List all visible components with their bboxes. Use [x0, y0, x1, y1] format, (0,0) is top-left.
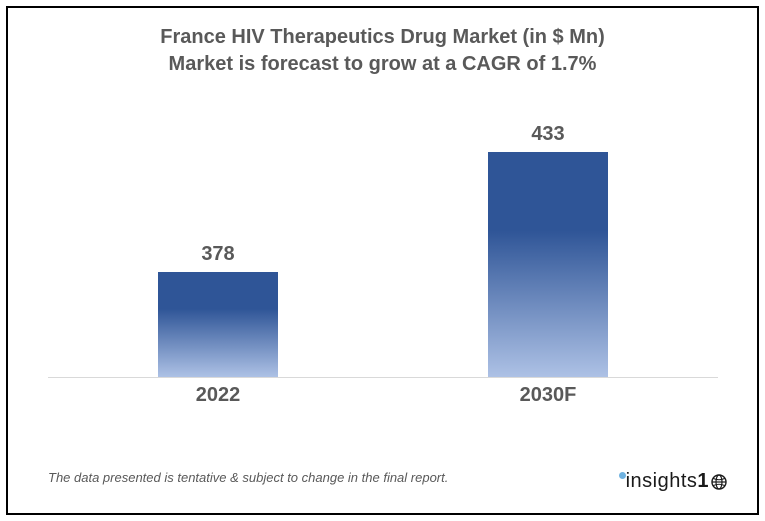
x-label-2022: 2022 [158, 384, 278, 407]
logo-dot-icon [619, 472, 626, 479]
x-label-2030f: 2030F [488, 384, 608, 407]
brand-logo: insights1 [618, 470, 727, 493]
logo-text-insights: insights [626, 470, 698, 492]
title-line-2: Market is forecast to grow at a CAGR of … [8, 51, 757, 78]
plot-region: 378 433 [48, 108, 718, 378]
logo-text-1: 1 [697, 470, 709, 492]
x-axis-labels: 2022 2030F [48, 378, 718, 418]
chart-area: 378 433 2022 2030F [48, 108, 718, 418]
bar-group-2022: 378 [158, 243, 278, 377]
bar-2030f [488, 152, 608, 377]
bar-group-2030f: 433 [488, 123, 608, 377]
title-line-1: France HIV Therapeutics Drug Market (in … [8, 24, 757, 51]
bar-value-2030f: 433 [488, 123, 608, 146]
disclaimer-text: The data presented is tentative & subjec… [48, 470, 448, 485]
globe-icon [711, 474, 727, 490]
chart-frame: France HIV Therapeutics Drug Market (in … [6, 6, 759, 515]
bar-2022 [158, 272, 278, 377]
bar-value-2022: 378 [158, 243, 278, 266]
chart-title: France HIV Therapeutics Drug Market (in … [8, 24, 757, 78]
